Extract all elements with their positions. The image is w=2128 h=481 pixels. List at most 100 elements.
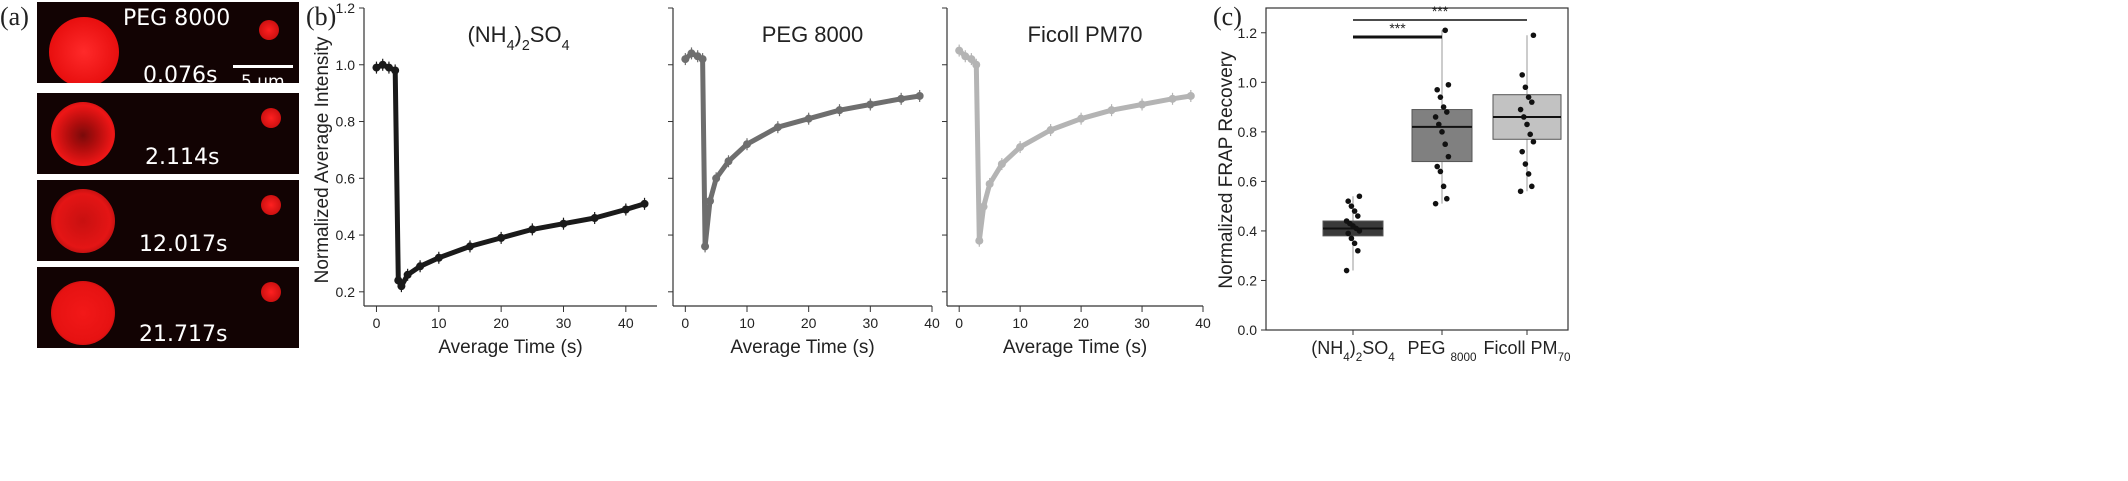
data-point xyxy=(1442,141,1448,148)
y-axis-title: Normalized Average Intensity xyxy=(312,36,333,283)
chart-title: Ficoll PM70 xyxy=(1028,22,1143,47)
data-point xyxy=(1348,235,1355,242)
data-point xyxy=(1351,240,1358,247)
frame-time: 2.114s xyxy=(145,145,220,170)
data-point xyxy=(1530,32,1537,39)
droplet-large xyxy=(51,281,115,345)
data-point xyxy=(985,179,994,188)
data-point xyxy=(1186,91,1195,100)
data-point xyxy=(559,219,568,228)
droplet-small xyxy=(261,195,281,215)
data-point xyxy=(1440,183,1447,190)
data-point xyxy=(1432,114,1439,120)
data-point xyxy=(465,242,474,251)
data-point xyxy=(1343,218,1350,224)
data-point xyxy=(1521,114,1527,120)
x-axis-title: Average Time (s) xyxy=(730,337,874,358)
data-point xyxy=(997,160,1006,169)
data-point xyxy=(724,157,733,166)
data-point xyxy=(1530,138,1537,145)
data-point xyxy=(961,52,970,61)
microscopy-frame-1: PEG 8000 5 μm 0.076s xyxy=(37,2,299,83)
droplet-small xyxy=(259,20,279,40)
x-tick-label: 40 xyxy=(618,315,634,331)
y-tick-label: 0.8 xyxy=(1238,124,1258,140)
microscopy-frame-3: 12.017s xyxy=(37,180,299,261)
data-point xyxy=(1345,230,1351,237)
x-axis-title: Average Time (s) xyxy=(438,337,582,358)
x-tick-label: 30 xyxy=(863,315,879,331)
data-point xyxy=(640,199,649,208)
x-tick-label: 20 xyxy=(1073,315,1089,331)
x-tick-label: 10 xyxy=(431,315,447,331)
chart-title: PEG 8000 xyxy=(762,22,864,47)
x-tick-label: 40 xyxy=(1195,315,1211,331)
data-point xyxy=(621,205,630,214)
y-axis-title: Normalized FRAP Recovery xyxy=(1216,51,1237,289)
data-point xyxy=(1522,161,1529,167)
data-point xyxy=(497,233,506,242)
significance-label: *** xyxy=(1432,3,1449,19)
scale-bar-label: 5 μm xyxy=(241,72,285,83)
data-point xyxy=(1437,168,1444,175)
data-point xyxy=(1524,121,1530,128)
data-point xyxy=(1345,198,1351,204)
y-tick-label: 0.8 xyxy=(336,114,356,130)
data-point xyxy=(1529,99,1535,105)
data-point xyxy=(378,60,387,69)
data-point xyxy=(1519,72,1525,78)
data-point xyxy=(681,55,690,64)
data-point xyxy=(1445,81,1452,88)
data-point xyxy=(955,46,964,55)
frame-time: 12.017s xyxy=(139,232,228,257)
data-point xyxy=(1077,114,1086,123)
y-tick-label: 0.2 xyxy=(336,284,356,300)
data-point xyxy=(967,55,976,64)
data-point xyxy=(1434,163,1440,170)
x-tick-label: 0 xyxy=(373,315,381,331)
y-tick-label: 1.0 xyxy=(1238,74,1258,90)
x-tick-label: 40 xyxy=(924,315,940,331)
x-tick-label: 0 xyxy=(681,315,689,331)
x-tick-label: 20 xyxy=(493,315,509,331)
data-point xyxy=(804,114,813,123)
x-tick-label: 30 xyxy=(1134,315,1150,331)
droplet-small xyxy=(261,282,281,302)
data-point xyxy=(1168,94,1177,103)
microscopy-frame-2: 2.114s xyxy=(37,93,299,174)
x-category-label: Ficoll PM70 xyxy=(1483,338,1571,364)
droplet-large xyxy=(51,102,115,166)
data-point xyxy=(1517,188,1524,195)
data-point xyxy=(1439,129,1445,135)
x-axis-title: Average Time (s) xyxy=(1003,337,1147,358)
data-point xyxy=(1107,106,1116,115)
y-tick-label: 1.2 xyxy=(336,0,356,16)
y-tick-label: 0.6 xyxy=(1238,173,1258,189)
chart-title: (NH4)2SO4 xyxy=(467,22,569,54)
series-line xyxy=(375,62,646,289)
box xyxy=(1411,109,1473,163)
data-point xyxy=(975,236,984,245)
data-point xyxy=(1444,109,1450,115)
data-point xyxy=(1046,126,1055,135)
data-point xyxy=(712,174,721,183)
data-point xyxy=(1525,171,1532,177)
data-point xyxy=(1348,203,1355,209)
data-point xyxy=(1355,247,1361,254)
data-point xyxy=(1525,94,1532,100)
frame-time: 0.076s xyxy=(143,63,218,83)
x-tick-label: 30 xyxy=(556,315,572,331)
droplet-large xyxy=(49,17,119,83)
data-point xyxy=(528,225,537,234)
data-point xyxy=(384,63,393,72)
significance-label: *** xyxy=(1389,20,1406,36)
series-line xyxy=(957,48,1192,244)
data-point xyxy=(1351,208,1358,214)
frame-time: 21.717s xyxy=(139,322,228,347)
data-point xyxy=(1355,213,1361,219)
y-tick-label: 1.2 xyxy=(1238,25,1258,41)
data-point xyxy=(403,270,412,279)
data-point xyxy=(1434,86,1440,93)
data-point xyxy=(1517,106,1524,113)
